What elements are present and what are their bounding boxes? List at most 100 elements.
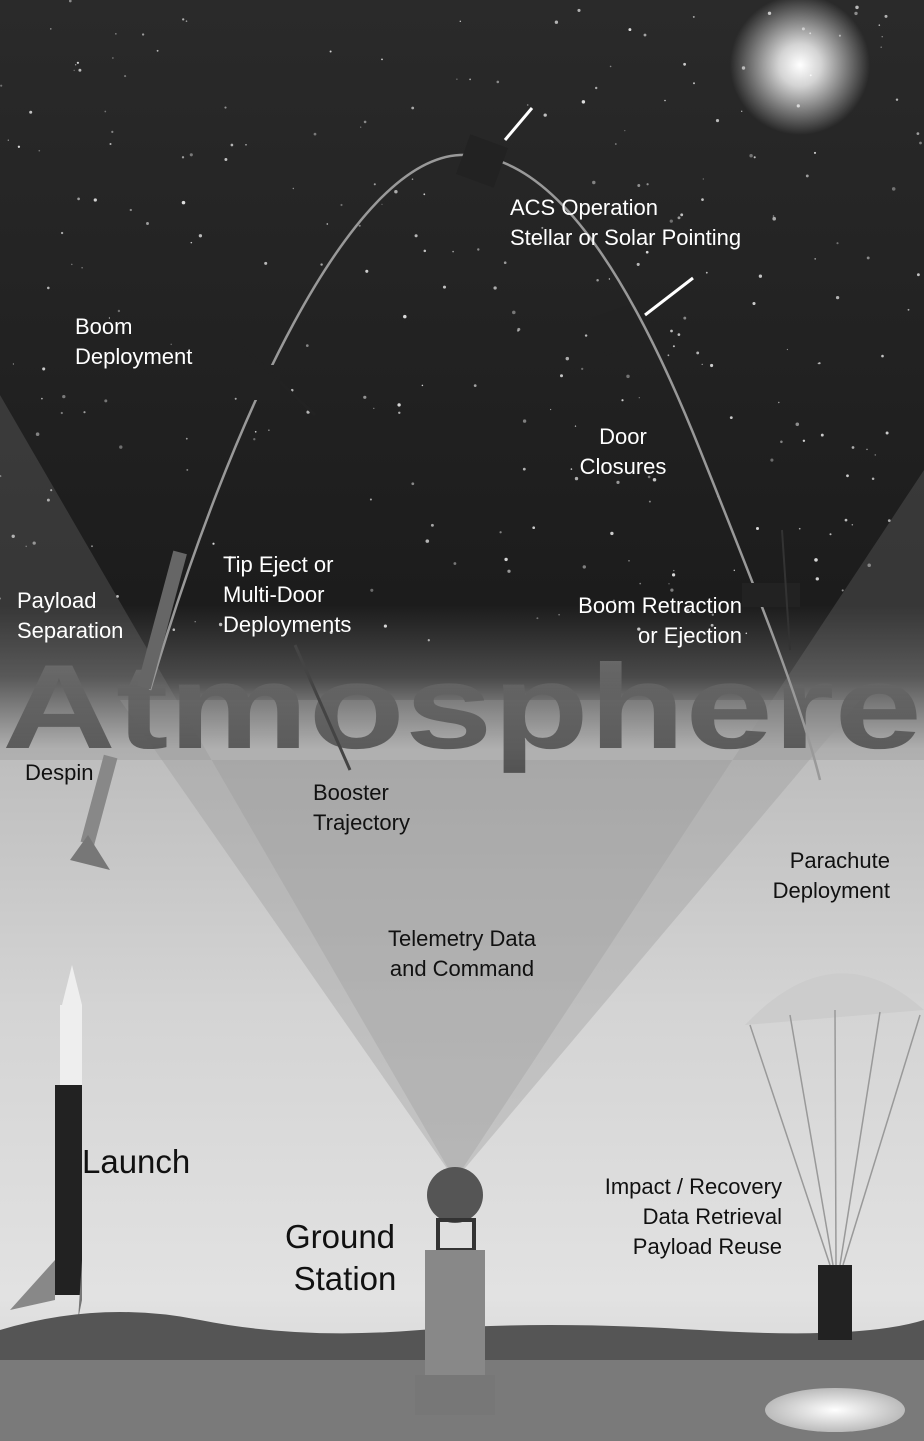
star	[592, 181, 595, 184]
star	[854, 12, 857, 15]
star	[532, 526, 535, 529]
label-line: Payload Reuse	[633, 1234, 782, 1259]
label-line: ACS Operation	[510, 195, 658, 220]
star	[759, 275, 762, 278]
star	[77, 62, 79, 64]
star	[424, 250, 427, 253]
star	[104, 111, 106, 113]
star	[581, 368, 583, 370]
star	[678, 333, 681, 336]
star	[577, 9, 580, 12]
star	[646, 183, 648, 185]
star	[74, 70, 75, 71]
label-line: Payload	[17, 588, 97, 613]
star	[855, 6, 858, 9]
star	[460, 21, 461, 22]
star	[474, 384, 477, 387]
star	[504, 558, 507, 561]
star	[892, 187, 896, 191]
star	[670, 219, 673, 222]
star	[796, 423, 800, 427]
star	[212, 543, 214, 545]
star	[624, 130, 625, 131]
star	[816, 577, 819, 580]
star	[314, 133, 317, 136]
star	[639, 397, 640, 398]
star	[917, 132, 920, 135]
star	[544, 113, 547, 116]
star	[741, 111, 742, 112]
star	[523, 468, 526, 471]
star	[896, 98, 898, 100]
star	[585, 334, 587, 336]
star	[693, 82, 695, 84]
star	[555, 21, 558, 24]
star	[746, 633, 748, 635]
star	[867, 256, 870, 259]
star	[13, 363, 14, 364]
star	[772, 217, 776, 221]
star	[415, 234, 418, 237]
star	[730, 416, 733, 419]
star	[523, 419, 526, 422]
star	[0, 85, 2, 87]
star	[109, 143, 111, 145]
star	[756, 527, 759, 530]
star	[18, 146, 20, 148]
star	[646, 251, 649, 254]
star	[111, 131, 113, 133]
star	[558, 614, 560, 616]
label-line: Boom Retraction	[578, 593, 742, 618]
star	[370, 498, 372, 500]
star	[493, 286, 496, 289]
star	[575, 425, 576, 426]
star	[255, 431, 257, 433]
star	[670, 330, 673, 333]
star	[186, 20, 188, 22]
star	[231, 144, 234, 147]
label-line: Closures	[580, 454, 667, 479]
star	[497, 81, 500, 84]
star	[157, 50, 159, 52]
star	[780, 441, 783, 444]
star	[664, 100, 666, 102]
star	[527, 104, 529, 106]
star	[91, 545, 93, 547]
star	[81, 267, 82, 268]
star	[821, 434, 824, 437]
star	[394, 190, 397, 193]
star	[112, 57, 113, 58]
label-line: Boom	[75, 314, 132, 339]
star	[621, 399, 623, 401]
star	[752, 302, 755, 305]
label-line: Stellar or Solar Pointing	[510, 225, 741, 250]
star	[615, 143, 617, 145]
star	[803, 440, 805, 442]
star	[469, 79, 471, 81]
star	[787, 349, 788, 350]
star	[381, 59, 383, 61]
star	[595, 87, 597, 89]
star	[628, 560, 630, 562]
star	[359, 225, 361, 227]
star	[412, 178, 414, 180]
star	[326, 223, 328, 225]
star	[778, 402, 779, 403]
star	[754, 156, 756, 158]
star	[104, 399, 107, 402]
star	[880, 46, 882, 48]
star	[610, 66, 612, 68]
star	[644, 34, 647, 37]
atmosphere-label: Atmosphere	[2, 640, 922, 774]
star	[749, 154, 752, 157]
star	[919, 142, 922, 145]
star	[637, 263, 640, 266]
star	[62, 395, 65, 398]
star	[836, 296, 839, 299]
star	[680, 213, 683, 216]
star	[47, 287, 50, 290]
star	[411, 482, 414, 485]
label-line: Deployments	[223, 612, 351, 637]
star	[182, 201, 186, 205]
label-line: Launch	[82, 1143, 190, 1180]
